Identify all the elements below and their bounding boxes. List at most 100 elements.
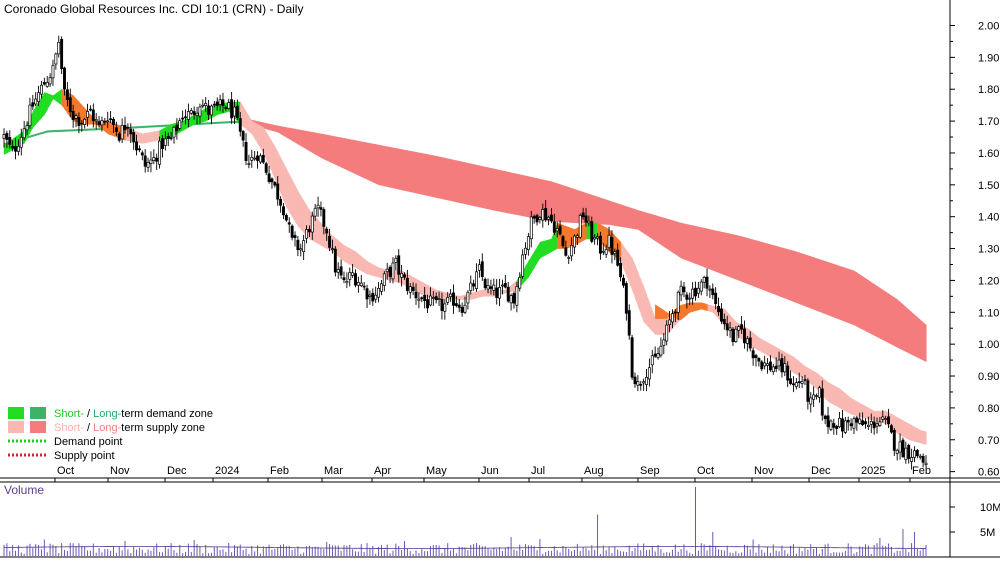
candle-body: [812, 394, 816, 400]
candle-body: [287, 222, 291, 225]
candle-body: [722, 319, 726, 325]
candle-body: [316, 204, 320, 209]
candle-body: [748, 337, 752, 349]
candle-body: [34, 98, 38, 105]
candle-body: [114, 127, 118, 132]
candle-body: [480, 261, 484, 277]
candle-body: [189, 110, 193, 114]
candle-body: [149, 159, 153, 164]
candle-body: [555, 228, 559, 232]
candle-body: [155, 157, 159, 162]
x-tick-label: Feb: [270, 465, 289, 477]
candle-body: [86, 111, 90, 118]
candle-body: [501, 284, 504, 287]
candle-body: [777, 359, 781, 367]
candle-body: [702, 277, 706, 283]
legend-entry-part: Demand point: [54, 436, 123, 448]
candle-body: [630, 337, 634, 378]
candle-body: [2, 134, 6, 139]
x-tick-label: Feb: [912, 465, 931, 477]
candle-body: [14, 146, 17, 152]
volume-average-line: [3, 546, 927, 549]
candle-body: [884, 418, 888, 420]
volume-label: Volume: [4, 483, 44, 497]
candle-body: [210, 105, 213, 116]
candle-body: [19, 137, 23, 148]
x-tick-label: Jul: [531, 465, 545, 477]
candle-body: [215, 101, 219, 106]
legend-swatch-long-supply: [30, 421, 46, 433]
candle-body: [512, 293, 516, 304]
candle-body: [362, 285, 366, 288]
legend-entry-0: Short- / Long-term demand zone: [54, 408, 213, 420]
candle-body: [5, 133, 9, 140]
candle-body: [91, 109, 95, 122]
candle-body: [60, 38, 64, 70]
x-tick-label: May: [426, 465, 447, 477]
candle-body: [861, 420, 865, 425]
candle-body: [100, 120, 104, 126]
candle-body: [428, 295, 432, 306]
candle-body: [97, 121, 101, 125]
x-tick-label: Oct: [697, 465, 714, 477]
candle-body: [541, 209, 545, 221]
candle-body: [28, 104, 32, 127]
short-term-zone-band: [525, 260, 529, 281]
candle-body: [492, 284, 496, 291]
candle-body: [627, 310, 631, 336]
candle-body: [570, 245, 574, 257]
candle-body: [662, 339, 666, 346]
candle-body: [506, 286, 510, 302]
candle-body: [279, 198, 283, 206]
candle-body: [117, 133, 121, 141]
candle-body: [904, 447, 908, 461]
legend-swatch-long-demand: [30, 407, 46, 419]
candle-body: [587, 220, 591, 224]
candle-body: [734, 328, 738, 342]
candle-body: [881, 416, 885, 420]
candle-body: [593, 237, 597, 240]
candle-body: [887, 416, 890, 425]
candle-body: [405, 277, 409, 291]
short-term-zone-overlap: [703, 303, 708, 311]
candle-body: [120, 124, 124, 140]
candle-body: [322, 209, 326, 227]
candle-body: [140, 152, 144, 156]
candle-body: [212, 103, 216, 106]
candle-body: [8, 137, 12, 145]
candle-body: [892, 429, 896, 451]
legend-entry-part: term supply zone: [121, 422, 205, 434]
candle-body: [204, 103, 208, 106]
candle-body: [846, 419, 850, 423]
candle-body: [682, 286, 686, 293]
candle-body: [391, 262, 395, 280]
candle-body: [624, 283, 628, 314]
short-term-zone-overlap: [657, 306, 662, 319]
candle-body: [388, 266, 392, 277]
candle-body: [305, 229, 308, 239]
candle-body: [907, 444, 911, 459]
candle-body: [676, 291, 680, 313]
candle-body: [780, 358, 784, 373]
candle-body: [875, 423, 879, 427]
candle-body: [699, 281, 703, 292]
legend-entry-part: Supply point: [54, 450, 115, 462]
candle-body: [253, 157, 257, 160]
x-tick-label: 2025: [861, 465, 885, 477]
candle-body: [423, 295, 427, 301]
candle-body: [743, 328, 746, 344]
volume-axis-ticks: 10M 5M: [950, 502, 1000, 539]
candle-body: [247, 163, 251, 165]
candle-body: [659, 345, 663, 356]
candle-body: [731, 328, 735, 342]
short-term-zone-band: [47, 93, 51, 111]
candle-body: [250, 156, 254, 161]
candle-body: [760, 361, 764, 370]
short-term-zone-band: [528, 255, 532, 278]
candle-body: [815, 395, 818, 397]
candle-body: [379, 283, 383, 292]
candle-body: [319, 207, 323, 210]
candle-body: [276, 183, 280, 200]
candle-body: [359, 282, 363, 286]
candle-body: [792, 383, 795, 386]
